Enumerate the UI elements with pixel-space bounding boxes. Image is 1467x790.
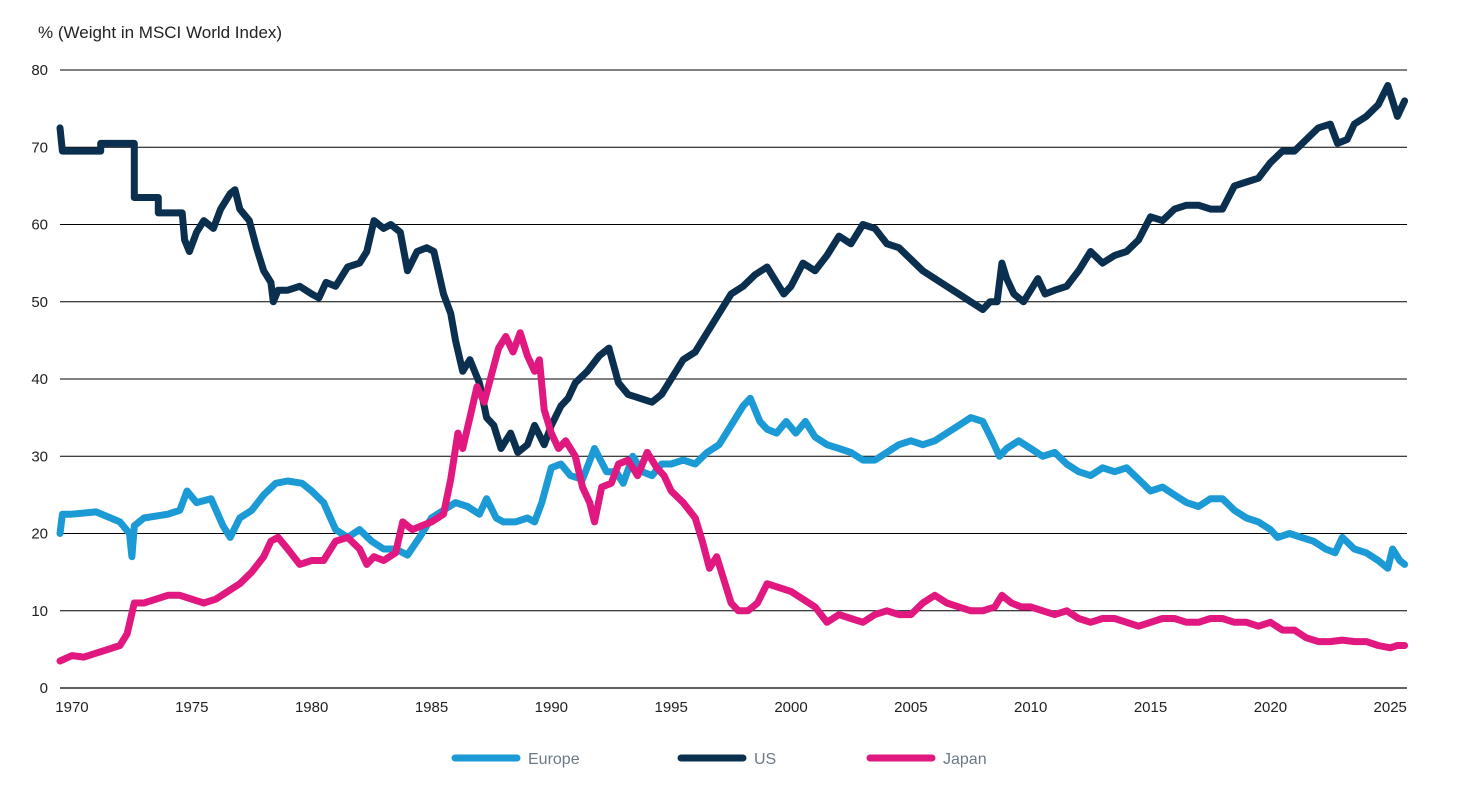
series-lines: [56, 82, 1409, 665]
y-axis-title: % (Weight in MSCI World Index): [38, 23, 282, 42]
y-tick-label: 40: [31, 371, 48, 388]
x-tick-label: 1975: [175, 699, 208, 716]
legend: Europe US Japan: [451, 751, 987, 768]
y-tick-label: 60: [31, 217, 48, 234]
y-tick-label: 10: [31, 603, 48, 620]
x-tick-label: 1995: [654, 699, 687, 716]
y-tick-label: 30: [31, 448, 48, 465]
y-tick-label: 80: [31, 62, 48, 79]
x-tick-label: 2015: [1134, 699, 1167, 716]
x-tick-label: 1970: [55, 699, 88, 716]
legend-label-us: US: [754, 751, 776, 768]
x-tick-label: 2020: [1254, 699, 1287, 716]
x-tick-label: 1990: [535, 699, 568, 716]
legend-label-japan: Japan: [943, 751, 987, 768]
x-tick-label: 2025: [1374, 699, 1407, 716]
y-tick-label: 0: [40, 680, 48, 697]
x-tick-label: 1985: [415, 699, 448, 716]
y-tick-labels: 0 10 20 30 40 50 60 70 80: [31, 62, 48, 697]
series-line-europe: [56, 394, 1409, 572]
y-tick-label: 50: [31, 294, 48, 311]
x-tick-label: 2005: [894, 699, 927, 716]
y-tick-label: 20: [31, 526, 48, 543]
x-tick-label: 2000: [774, 699, 807, 716]
gridlines: [60, 69, 1407, 689]
x-tick-label: 2010: [1014, 699, 1047, 716]
series-line-us: [56, 82, 1409, 456]
x-tick-labels: 1970 1975 1980 1985 1990 1995 2000 2005 2010 2015…: [55, 699, 1407, 716]
x-tick-label: 1980: [295, 699, 328, 716]
series-line-japan: [56, 329, 1409, 665]
legend-label-europe: Europe: [528, 751, 580, 768]
y-tick-label: 70: [31, 139, 48, 156]
